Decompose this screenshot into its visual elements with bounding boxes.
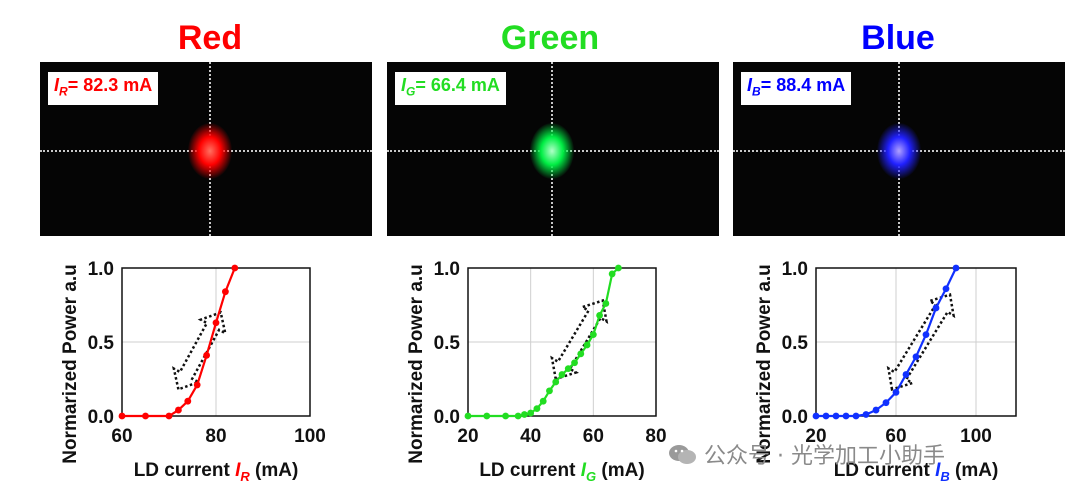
y-tick-label: 1.0 bbox=[782, 259, 808, 280]
data-point bbox=[527, 409, 535, 417]
double-arrow bbox=[886, 293, 956, 391]
data-point bbox=[577, 350, 585, 358]
data-point bbox=[521, 411, 528, 418]
wechat-icon bbox=[669, 445, 696, 464]
data-point bbox=[872, 406, 880, 414]
data-point bbox=[842, 412, 850, 420]
x-axis-label: LD current IG (mA) bbox=[479, 460, 644, 484]
data-point bbox=[583, 341, 591, 349]
data-point bbox=[832, 412, 840, 420]
y-tick-label: 0.0 bbox=[782, 407, 808, 428]
double-arrow bbox=[550, 298, 609, 381]
y-tick-label: 1.0 bbox=[434, 259, 460, 280]
y-axis-label: Normarized Power a.u bbox=[406, 264, 427, 464]
data-point bbox=[812, 412, 820, 420]
x-tick-label: 100 bbox=[294, 426, 326, 447]
y-tick-label: 0.5 bbox=[88, 333, 115, 354]
data-point bbox=[212, 319, 220, 327]
data-point bbox=[902, 371, 910, 378]
panel-title-green: Green bbox=[500, 19, 600, 57]
x-tick-label: 60 bbox=[885, 426, 906, 447]
beam-current-label: IR= 82.3 mA bbox=[48, 72, 159, 105]
y-tick-label: 0.5 bbox=[434, 333, 461, 354]
data-point bbox=[862, 411, 870, 418]
data-point bbox=[483, 412, 491, 420]
beam-image-blue: IB= 88.4 mA bbox=[733, 62, 1065, 236]
data-point bbox=[142, 412, 149, 420]
beam-image-green: IG= 66.4 mA bbox=[387, 62, 719, 236]
data-point bbox=[596, 311, 603, 319]
data-point bbox=[589, 331, 597, 338]
data-point bbox=[882, 399, 890, 407]
x-tick-label: 60 bbox=[111, 426, 132, 447]
beam-spot bbox=[530, 123, 574, 179]
data-point bbox=[514, 412, 522, 420]
y-axis-label: Normarized Power a.u bbox=[754, 264, 775, 464]
data-point bbox=[932, 304, 940, 312]
beam-current-label: IB= 88.4 mA bbox=[741, 72, 852, 105]
data-point bbox=[175, 406, 182, 414]
data-point bbox=[912, 353, 920, 361]
data-point bbox=[203, 351, 211, 359]
y-axis-label: Normarized Power a.u bbox=[60, 264, 81, 464]
data-point bbox=[852, 412, 860, 420]
data-point bbox=[184, 397, 192, 405]
beam-spot bbox=[188, 123, 232, 179]
y-tick-label: 0.0 bbox=[88, 407, 114, 428]
data-point bbox=[942, 285, 950, 293]
x-axis-label: LD current IB (mA) bbox=[834, 460, 999, 484]
data-point bbox=[165, 412, 173, 420]
x-tick-label: 60 bbox=[583, 426, 604, 447]
panel-title-red: Red bbox=[177, 19, 243, 57]
chart-blue: 20 60 100 0.0 0.5 1.0 Normarized Power a.u LD c… bbox=[746, 238, 1080, 496]
watermark: 公众号 · 光学加工小助手 bbox=[668, 438, 945, 470]
data-point bbox=[502, 412, 509, 420]
data-point bbox=[602, 300, 610, 307]
x-tick-label: 80 bbox=[205, 426, 226, 447]
data-point bbox=[533, 405, 541, 412]
x-tick-label: 100 bbox=[960, 426, 992, 447]
beam-image-red: IR= 82.3 mA bbox=[40, 62, 372, 236]
x-axis-label: LD current IR (mA) bbox=[134, 460, 299, 484]
data-point bbox=[922, 331, 930, 338]
chart-red: 60 80 100 0.0 0.5 1.0 Normarized Power a.u LD c… bbox=[52, 238, 412, 496]
y-tick-label: 1.0 bbox=[88, 259, 114, 280]
series-line bbox=[122, 267, 236, 418]
data-point bbox=[231, 264, 239, 272]
plot-frame bbox=[121, 267, 311, 417]
data-point bbox=[608, 270, 616, 278]
beam-spot bbox=[877, 123, 921, 179]
y-tick-label: 0.0 bbox=[434, 407, 460, 428]
chart-green: 20 40 60 80 0.0 0.5 1.0 Normarized Power a.u LD … bbox=[398, 238, 758, 496]
chart-svg: 20 40 60 80 0.0 0.5 1.0 Normarized Power a.u LD … bbox=[406, 259, 667, 484]
panel-title-blue: Blue bbox=[861, 19, 935, 57]
data-point bbox=[571, 359, 578, 367]
x-tick-label: 40 bbox=[520, 426, 541, 447]
x-tick-label: 80 bbox=[645, 426, 666, 447]
data-point bbox=[892, 388, 900, 396]
data-point bbox=[558, 371, 566, 378]
plot-frame bbox=[467, 267, 657, 417]
beam-current-label: IG= 66.4 mA bbox=[395, 72, 506, 105]
x-tick-label: 20 bbox=[457, 426, 478, 447]
data-point bbox=[615, 264, 622, 272]
y-tick-label: 0.5 bbox=[782, 333, 809, 354]
plot-frame bbox=[815, 267, 1017, 417]
data-point bbox=[952, 264, 960, 272]
data-point bbox=[193, 381, 201, 389]
watermark-text: 公众号 · 光学加工小助手 bbox=[704, 444, 945, 469]
data-point bbox=[822, 412, 830, 420]
data-point bbox=[222, 288, 229, 296]
data-point bbox=[539, 397, 547, 405]
chart-svg: 20 60 100 0.0 0.5 1.0 Normarized Power a.u LD c… bbox=[754, 259, 1017, 484]
data-point bbox=[552, 378, 560, 386]
chart-svg: 60 80 100 0.0 0.5 1.0 Normarized Power a.u LD c… bbox=[60, 259, 326, 484]
x-tick-label: 20 bbox=[805, 426, 826, 447]
data-point bbox=[118, 412, 126, 420]
double-arrow bbox=[172, 310, 228, 392]
data-point bbox=[564, 365, 572, 373]
data-point bbox=[464, 412, 472, 420]
data-point bbox=[546, 387, 553, 395]
